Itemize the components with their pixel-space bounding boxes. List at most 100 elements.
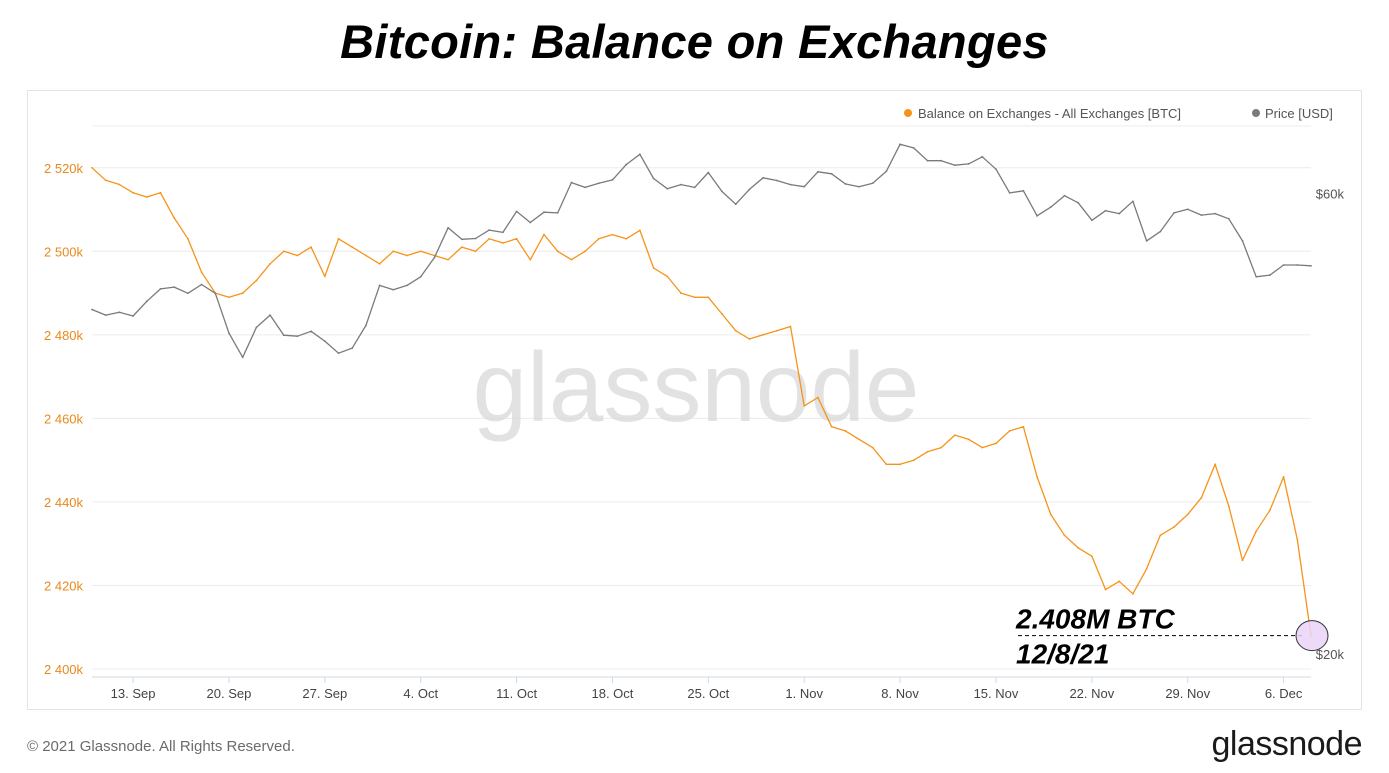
x-tick-label: 18. Oct <box>592 686 634 701</box>
balance-data-point <box>488 237 491 240</box>
balance-data-point <box>351 246 354 249</box>
price-data-point <box>775 179 778 182</box>
y-axis-left: 2 400k 2 420k 2 440k 2 460k 2 480k 2 500k 2 52… <box>44 161 84 677</box>
price-data-point <box>597 182 600 185</box>
watermark-text: glassnode <box>473 332 920 442</box>
balance-data-point <box>1036 475 1038 478</box>
y-left-tick-label: 2 420k <box>44 578 84 593</box>
balance-data-point <box>940 446 943 449</box>
price-data-point <box>707 171 710 174</box>
balance-data-point <box>830 425 833 428</box>
price-data-point <box>940 159 943 162</box>
balance-data-point <box>132 191 134 194</box>
annotation-value-label: 2.408M BTC <box>1015 604 1175 635</box>
price-data-point <box>1090 219 1093 222</box>
balance-data-point <box>419 250 422 253</box>
price-data-point <box>981 155 984 158</box>
balance-data-point <box>707 296 710 299</box>
balance-data-point <box>241 292 244 294</box>
balance-data-point <box>844 430 847 432</box>
price-data-point <box>296 335 299 338</box>
price-data-point <box>721 190 723 193</box>
price-data-point <box>460 238 463 241</box>
price-data-point <box>529 221 532 224</box>
balance-data-point <box>926 450 929 453</box>
y-left-tick-label: 2 520k <box>44 161 84 176</box>
price-data-point <box>912 147 915 149</box>
price-data-point <box>1214 212 1217 215</box>
price-data-point <box>1310 264 1312 267</box>
price-series-line <box>91 143 1312 358</box>
price-data-point <box>104 314 107 317</box>
balance-data-point <box>1104 588 1107 591</box>
balance-data-point <box>1255 530 1258 533</box>
price-data-point <box>1022 189 1025 192</box>
balance-data-point <box>1200 496 1203 499</box>
price-data-point <box>871 182 874 185</box>
price-data-point <box>953 164 956 167</box>
balance-data-point <box>1132 592 1134 595</box>
price-data-point <box>447 226 450 229</box>
balance-data-point <box>762 333 765 336</box>
y-left-tick-label: 2 480k <box>44 328 84 343</box>
legend[interactable]: Price [USD] Balance on Exchanges - All Ex… <box>904 106 1333 121</box>
balance-data-point <box>1159 534 1162 537</box>
y-left-tick-label: 2 500k <box>44 244 84 259</box>
chart-svg: glassnode 2 400k 2 420k 2 440k 2 460k 2 480k… <box>44 106 1345 701</box>
balance-data-point <box>200 271 203 274</box>
price-data-point <box>1159 230 1162 233</box>
price-data-point <box>241 356 244 359</box>
chart-panel: glassnode 2 400k 2 420k 2 440k 2 460k 2 480k… <box>27 90 1362 710</box>
price-data-point <box>433 256 436 259</box>
price-data-point <box>1049 206 1052 208</box>
balance-data-point <box>474 250 477 253</box>
legend-label-balance[interactable]: Balance on Exchanges - All Exchanges [BT… <box>918 106 1181 121</box>
balance-data-point <box>269 262 271 265</box>
balance-data-point <box>652 267 655 269</box>
annotation-marker-circle <box>1295 620 1329 652</box>
price-data-point <box>419 275 422 278</box>
balance-data-point <box>91 166 93 169</box>
price-data-point <box>652 177 655 180</box>
x-tick-label: 1. Nov <box>785 686 823 701</box>
price-data-point <box>858 185 860 188</box>
balance-data-point <box>625 237 628 240</box>
balance-data-point <box>1173 526 1175 528</box>
balance-data-point <box>1241 559 1244 562</box>
balance-data-point <box>953 434 956 436</box>
price-data-point <box>406 284 408 287</box>
balance-data-point <box>871 446 874 449</box>
balance-data-point <box>1145 567 1148 570</box>
price-data-point <box>515 210 518 213</box>
balance-data-point <box>967 438 970 441</box>
y-left-tick-label: 2 460k <box>44 411 84 426</box>
price-data-point <box>1118 212 1121 215</box>
balance-data-point <box>255 279 258 282</box>
y-right-tick-label: $60k <box>1316 187 1345 202</box>
price-data-point <box>995 168 997 171</box>
price-data-point <box>556 211 559 214</box>
balance-data-point <box>748 338 751 340</box>
price-data-point <box>762 176 765 179</box>
balance-data-point <box>392 250 395 253</box>
price-data-point <box>830 172 833 175</box>
price-data-point <box>1145 239 1148 242</box>
price-data-point <box>789 183 792 186</box>
balance-data-point <box>310 246 313 249</box>
balance-data-point <box>1214 463 1217 466</box>
balance-data-point <box>529 258 532 261</box>
x-tick-label: 4. Oct <box>403 686 438 701</box>
price-data-point <box>570 181 573 184</box>
legend-label-price[interactable]: Price [USD] <box>1265 106 1333 121</box>
balance-data-point <box>885 463 888 466</box>
x-tick-label: 22. Nov <box>1069 686 1114 701</box>
balance-data-point <box>159 191 162 194</box>
balance-data-point <box>899 463 902 466</box>
price-data-point <box>323 340 326 342</box>
price-data-point <box>543 211 545 214</box>
balance-data-point <box>1227 505 1230 507</box>
price-data-point <box>310 330 313 333</box>
price-data-point <box>967 163 970 165</box>
balance-data-point <box>543 233 545 236</box>
price-data-point <box>1104 209 1107 212</box>
